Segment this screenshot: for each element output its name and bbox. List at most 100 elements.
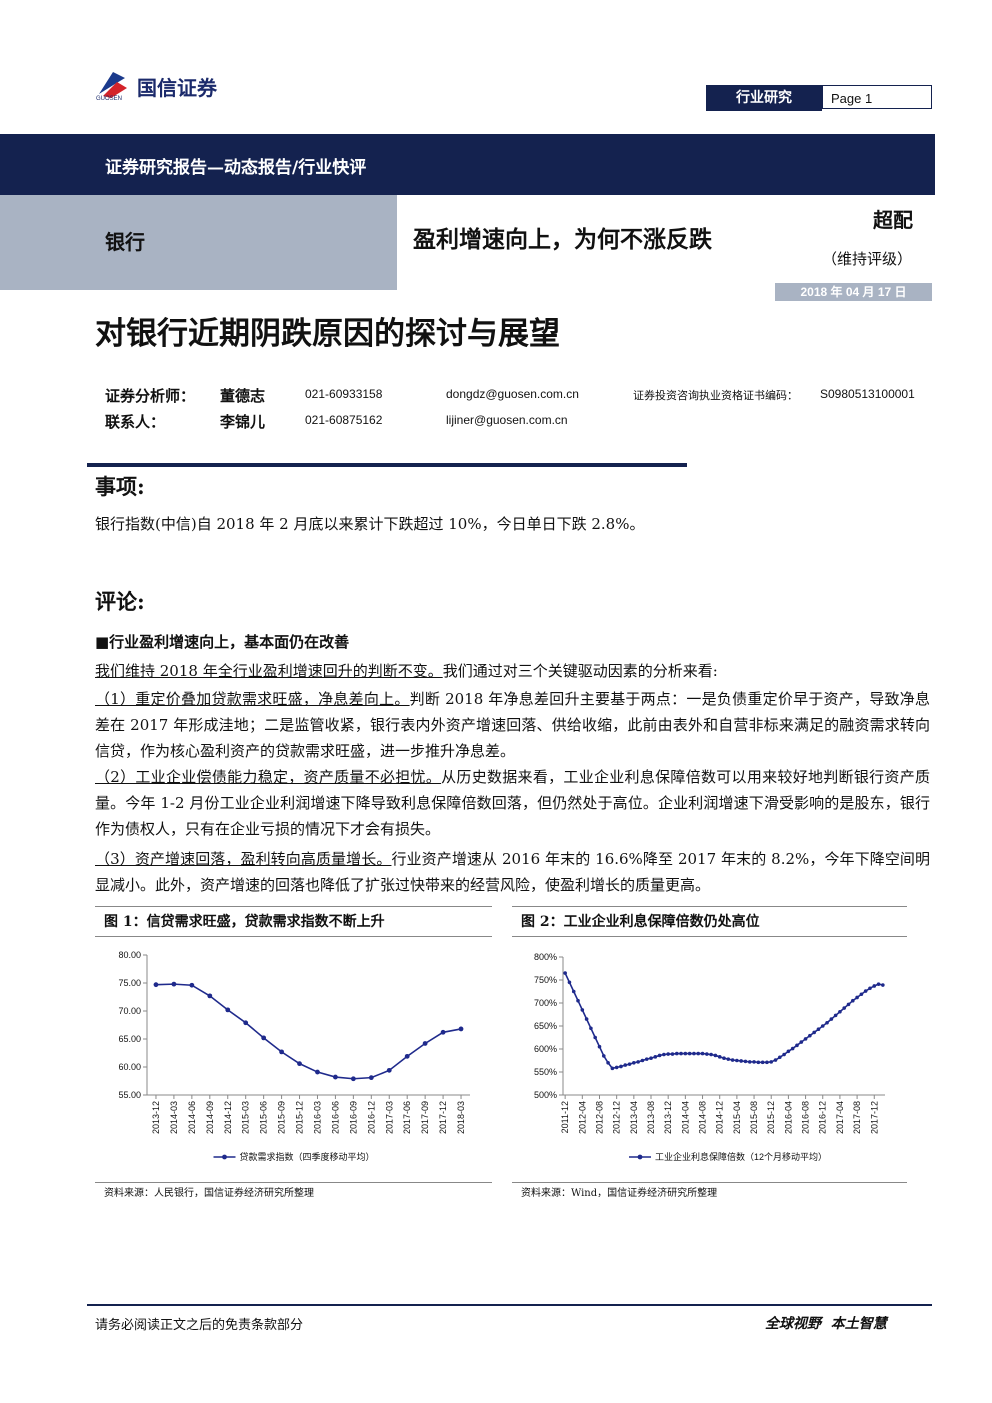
x-tick-label: 2015-12 xyxy=(295,1101,305,1134)
data-point xyxy=(790,1046,795,1051)
data-point xyxy=(816,1027,821,1032)
data-point xyxy=(752,1060,756,1064)
x-tick-label: 2017-06 xyxy=(402,1101,412,1134)
y-tick-label: 60.00 xyxy=(118,1062,141,1072)
data-point xyxy=(627,1062,632,1066)
paragraph: （1）重定价叠加贷款需求旺盛，净息差向上。判断 2018 年净息差回升主要基于两… xyxy=(95,686,930,764)
data-point xyxy=(872,984,877,988)
data-point xyxy=(623,1063,628,1067)
data-point xyxy=(404,1053,410,1059)
x-tick-label: 2016-04 xyxy=(783,1101,793,1134)
data-point xyxy=(730,1058,735,1062)
x-tick-label: 2011-12 xyxy=(560,1101,570,1133)
y-tick-label: 600% xyxy=(534,1044,557,1054)
data-point xyxy=(717,1055,722,1059)
comment-heading: 评论: xyxy=(95,589,145,614)
x-tick-label: 2015-12 xyxy=(766,1101,776,1134)
data-point xyxy=(687,1051,692,1056)
x-tick-label: 2013-04 xyxy=(629,1101,639,1134)
data-point xyxy=(735,1058,739,1063)
x-tick-label: 2018-03 xyxy=(456,1101,466,1134)
y-tick-label: 70.00 xyxy=(118,1006,141,1016)
data-point xyxy=(649,1056,653,1060)
data-point xyxy=(739,1059,743,1063)
x-tick-label: 2015-09 xyxy=(277,1101,287,1134)
y-tick-label: 75.00 xyxy=(118,978,141,988)
data-point xyxy=(614,1065,619,1070)
legend-label: 贷款需求指数（四季度移动平均） xyxy=(240,1151,375,1162)
data-point xyxy=(606,1061,610,1065)
paragraph: （3）资产增速回落，盈利转向高质量增长。行业资产增速从 2016 年末的 16.… xyxy=(95,846,930,898)
y-tick-label: 750% xyxy=(534,975,557,985)
x-tick-label: 2016-03 xyxy=(312,1101,322,1134)
data-point xyxy=(851,998,855,1003)
x-tick-label: 2014-03 xyxy=(169,1101,179,1134)
banner xyxy=(0,134,935,195)
x-tick-label: 2016-12 xyxy=(366,1101,376,1134)
data-point xyxy=(773,1058,778,1062)
data-point xyxy=(636,1060,640,1064)
x-tick-label: 2014-12 xyxy=(715,1101,725,1134)
x-tick-label: 2015-03 xyxy=(241,1101,251,1134)
y-tick-label: 700% xyxy=(534,998,557,1008)
figure-rule xyxy=(512,1182,907,1183)
x-tick-label: 2013-12 xyxy=(151,1101,161,1134)
data-point xyxy=(696,1051,701,1056)
analyst-phone: 021-60933158 xyxy=(305,387,383,401)
x-tick-label: 2017-12 xyxy=(438,1101,448,1134)
paragraph-text: 从历史数据来看，工业企业利息保障倍数可以用来较好地判断银行资产质量。今年 1-2… xyxy=(95,768,930,838)
data-point xyxy=(333,1074,338,1080)
divider xyxy=(87,463,687,467)
y-tick-label: 55.00 xyxy=(118,1090,141,1100)
data-point xyxy=(662,1052,666,1057)
data-point xyxy=(881,983,885,987)
x-tick-label: 2017-09 xyxy=(420,1101,430,1134)
data-point xyxy=(683,1051,688,1056)
y-tick-label: 500% xyxy=(534,1090,557,1100)
y-tick-label: 65.00 xyxy=(118,1034,141,1044)
data-point xyxy=(722,1056,726,1060)
chart: 55.00 60.00 65.00 70.00 75.00 80.00 2013-12 201… xyxy=(118,950,470,1162)
chart: 500% 550% 600% 650% 700% 750% 800% 2011-12 2012-… xyxy=(534,952,885,1162)
data-point xyxy=(674,1051,679,1056)
x-tick-label: 2017-08 xyxy=(852,1101,862,1134)
figure-rule xyxy=(95,1182,492,1183)
report-tag: 行业研究 xyxy=(706,85,822,111)
paragraph: 我们维持 2018 年全行业盈利增速回升的判断不变。我们通过对三个关键驱动因素的… xyxy=(95,658,930,684)
date-box xyxy=(775,283,932,301)
figure-source: 资料来源：人民银行，国信证券经济研究所整理 xyxy=(104,1188,314,1199)
data-point xyxy=(846,1002,851,1007)
data-point xyxy=(225,1007,231,1013)
contact-email: lijiner@guosen.com.cn xyxy=(446,413,568,427)
contact-phone: 021-60875162 xyxy=(305,413,383,427)
data-point xyxy=(589,1026,593,1031)
data-point xyxy=(709,1052,713,1057)
data-point xyxy=(713,1053,718,1058)
data-point xyxy=(705,1052,709,1056)
data-point xyxy=(778,1055,782,1060)
data-point xyxy=(576,998,580,1003)
paragraph-text: 行业资产增速从 2016 年末的 16.6%降至 2017 年末的 8.2%，今… xyxy=(95,850,931,894)
figure-title: 图 1：信贷需求旺盛，贷款需求指数不断上升 xyxy=(104,914,385,930)
data-point xyxy=(670,1052,675,1056)
paragraph-text: 我们通过对三个关键驱动因素的分析来看: xyxy=(442,662,718,680)
data-point xyxy=(863,989,868,993)
data-point xyxy=(644,1057,649,1061)
data-point xyxy=(653,1055,658,1059)
sector-block xyxy=(0,195,397,290)
data-point xyxy=(833,1013,838,1018)
x-tick-label: 2014-06 xyxy=(187,1101,197,1134)
data-point xyxy=(803,1037,808,1041)
license-number: S0980513100001 xyxy=(820,387,915,401)
data-point xyxy=(829,1017,834,1021)
data-point xyxy=(855,995,859,1000)
data-point xyxy=(726,1057,731,1061)
y-tick-label: 800% xyxy=(534,952,557,962)
x-tick-label: 2013-08 xyxy=(646,1101,656,1134)
data-point xyxy=(692,1051,696,1056)
data-line xyxy=(564,972,884,1070)
data-point xyxy=(458,1026,464,1032)
data-point xyxy=(765,1060,769,1065)
data-point xyxy=(207,993,213,999)
x-tick-label: 2016-12 xyxy=(818,1101,828,1134)
